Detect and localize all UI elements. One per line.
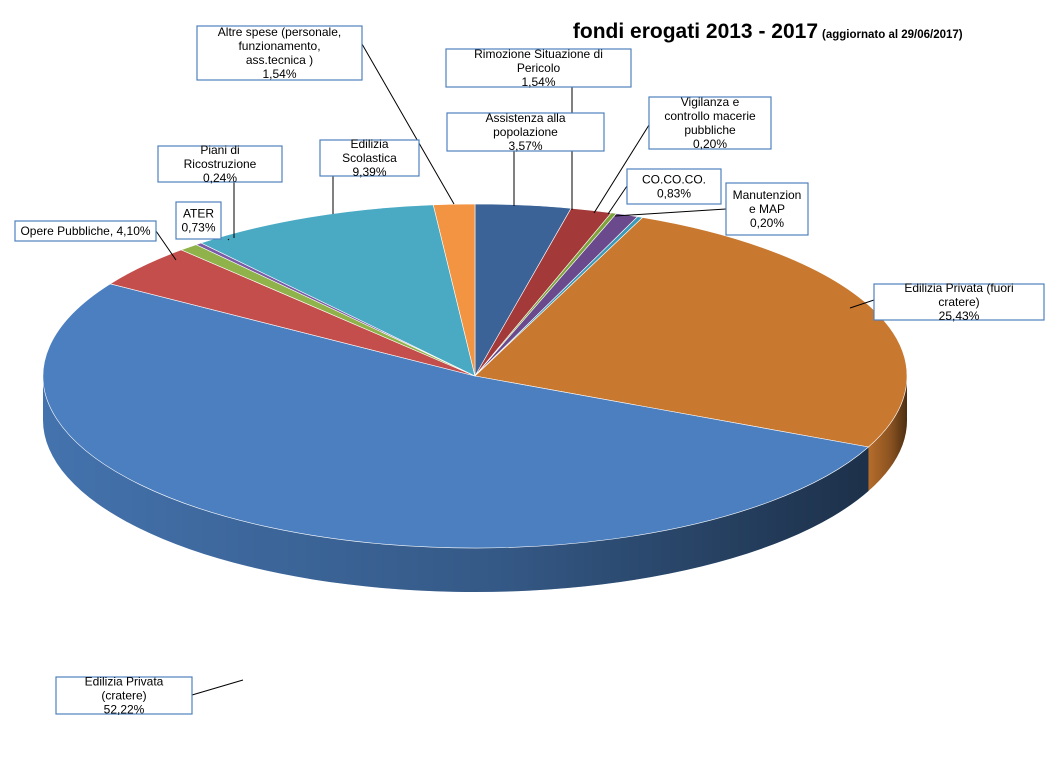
data-label-box-5 bbox=[873, 283, 1045, 321]
leader-line-4 bbox=[614, 208, 727, 217]
data-label-text-2: Vigilanza e controllo macerie pubbliche 0,2… bbox=[664, 95, 756, 151]
data-label-text-6: Edilizia Privata (cratere) 52,22% bbox=[85, 675, 164, 717]
data-label-box-6 bbox=[55, 676, 193, 715]
data-label-9: Piani di Ricostruzione 0,24% bbox=[157, 143, 283, 185]
data-label-box-3 bbox=[626, 168, 722, 205]
leader-line-2 bbox=[593, 124, 650, 214]
data-label-text-11: Altre spese (personale, funzionamento, ass… bbox=[218, 25, 341, 81]
data-label-8: ATER 0,73% bbox=[175, 201, 222, 240]
data-label-text-10: Edilizia Scolastica 9,39% bbox=[342, 137, 397, 179]
leader-line-11 bbox=[361, 43, 455, 205]
chart-subtitle: (aggiornato al 29/06/2017) bbox=[822, 29, 963, 41]
data-label-2: Vigilanza e controllo macerie pubbliche 0,2… bbox=[648, 95, 772, 151]
data-label-box-7 bbox=[14, 220, 157, 242]
data-label-text-9: Piani di Ricostruzione 0,24% bbox=[184, 143, 257, 185]
data-label-10: Edilizia Scolastica 9,39% bbox=[319, 137, 420, 179]
data-label-box-9 bbox=[157, 145, 283, 183]
data-label-1: Rimozione Situazione di Pericolo 1,54% bbox=[445, 47, 632, 89]
pie-tops bbox=[42, 203, 908, 549]
pie-slice-6 bbox=[42, 283, 870, 549]
data-label-box-0 bbox=[446, 112, 605, 152]
data-label-4: Manutenzion e MAP 0,20% bbox=[725, 182, 809, 236]
data-label-box-8 bbox=[175, 201, 222, 240]
data-label-box-2 bbox=[648, 96, 772, 150]
data-label-box-4 bbox=[725, 182, 809, 236]
leader-line-3 bbox=[607, 185, 628, 215]
leader-line-7 bbox=[155, 230, 177, 261]
data-labels: Assistenza alla popolazione 3,57% Rimozione… bbox=[14, 25, 1045, 717]
pie-sides bbox=[43, 376, 907, 593]
data-label-0: Assistenza alla popolazione 3,57% bbox=[446, 111, 605, 153]
data-label-text-3: CO.CO.CO. 0,83% bbox=[642, 173, 706, 201]
data-label-box-11 bbox=[196, 25, 363, 81]
data-label-7: Opere Pubbliche, 4,10% bbox=[14, 220, 157, 242]
data-label-text-7: Opere Pubbliche, 4,10% bbox=[20, 224, 150, 238]
data-label-11: Altre spese (personale, funzionamento, ass… bbox=[196, 25, 363, 81]
pie-side-shade-6 bbox=[43, 376, 869, 593]
leader-line-8 bbox=[227, 238, 230, 241]
data-label-6: Edilizia Privata (cratere) 52,22% bbox=[55, 675, 193, 717]
data-label-text-8: ATER 0,73% bbox=[181, 207, 215, 235]
data-label-box-1 bbox=[445, 48, 632, 88]
leader-line-6 bbox=[191, 679, 244, 696]
leader-line-5 bbox=[849, 299, 875, 309]
data-label-text-0: Assistenza alla popolazione 3,57% bbox=[485, 111, 565, 153]
data-label-5: Edilizia Privata (fuori cratere) 25,43% bbox=[873, 281, 1045, 323]
data-label-text-5: Edilizia Privata (fuori cratere) 25,43% bbox=[904, 281, 1013, 323]
pie-side-shade-5 bbox=[868, 376, 907, 492]
data-label-text-4: Manutenzion e MAP 0,20% bbox=[733, 188, 802, 230]
chart-title: fondi erogati 2013 - 2017 bbox=[573, 20, 818, 43]
data-label-3: CO.CO.CO. 0,83% bbox=[626, 168, 722, 205]
data-label-text-1: Rimozione Situazione di Pericolo 1,54% bbox=[474, 47, 603, 89]
pie-slice-11 bbox=[432, 203, 476, 377]
data-label-box-10 bbox=[319, 139, 420, 177]
